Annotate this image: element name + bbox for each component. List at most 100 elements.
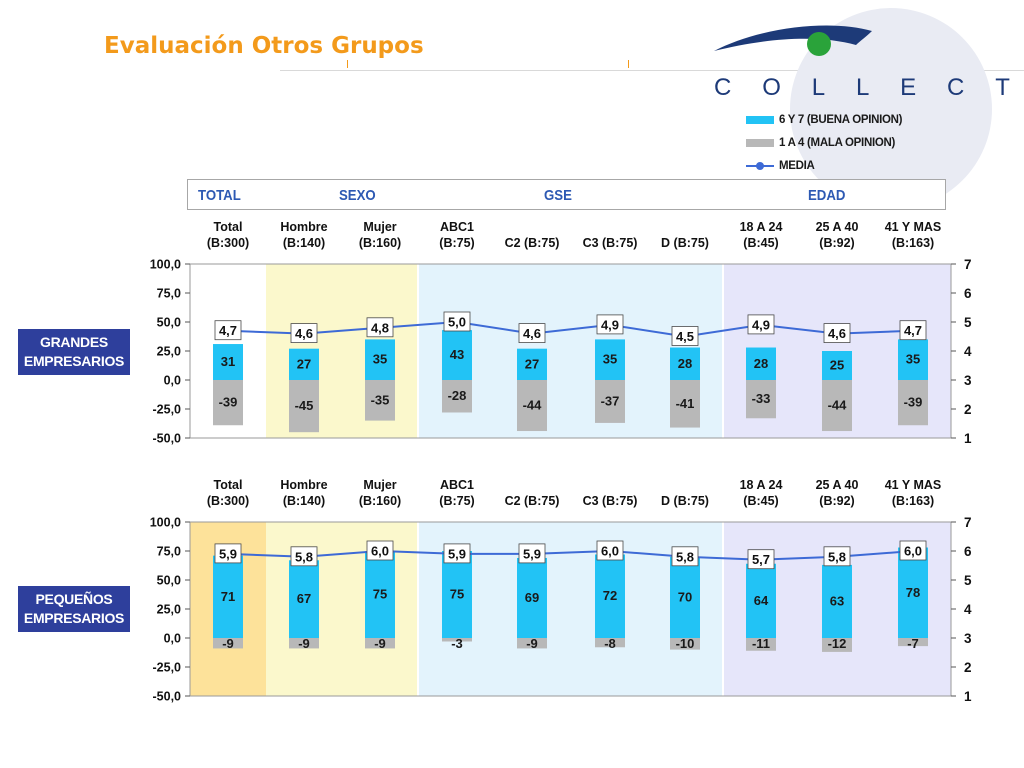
media-label: 5,8 bbox=[828, 549, 846, 564]
group-label-pequenos: PEQUEÑOS EMPRESARIOS bbox=[18, 586, 130, 632]
bar-bad bbox=[898, 638, 928, 647]
y-tick-label: 100,0 bbox=[150, 258, 181, 272]
y2-tick-label: 6 bbox=[964, 544, 972, 559]
media-label: 4,6 bbox=[828, 326, 846, 341]
media-label-box bbox=[443, 543, 471, 564]
media-label: 4,5 bbox=[676, 329, 694, 344]
y-tick-label: 50,0 bbox=[157, 574, 181, 588]
bar-good bbox=[595, 554, 625, 638]
media-label-box bbox=[747, 314, 775, 335]
category-label-line: Hombre bbox=[280, 478, 327, 492]
bar-bad bbox=[595, 380, 625, 423]
bar-good bbox=[898, 547, 928, 638]
group-label-grandes: GRANDES EMPRESARIOS bbox=[18, 329, 130, 375]
category-label-line: ABC1 bbox=[440, 478, 474, 492]
bar-bad-label: -39 bbox=[904, 395, 923, 410]
bar-bad bbox=[746, 380, 776, 419]
bar-good-label: 75 bbox=[373, 587, 387, 602]
y-tick-label: 25,0 bbox=[157, 603, 181, 617]
category-label-line: D (B:75) bbox=[661, 236, 709, 250]
bar-good-label: 70 bbox=[678, 589, 692, 604]
category-label: 18 A 24 (B:45) bbox=[740, 220, 783, 250]
y-tick-label: 75,0 bbox=[157, 287, 181, 301]
category-label-line: C2 (B:75) bbox=[505, 494, 560, 508]
category-label: Mujer (B:160) bbox=[359, 478, 401, 508]
media-label-box bbox=[518, 323, 546, 344]
media-label: 4,7 bbox=[904, 323, 922, 338]
category-label-line: C3 (B:75) bbox=[583, 236, 638, 250]
header-gse: GSE bbox=[544, 187, 572, 204]
legend-item-media: MEDIA bbox=[746, 154, 902, 177]
media-label: 5,0 bbox=[448, 315, 466, 330]
logo-letter: C bbox=[714, 74, 732, 101]
y2-tick-label: 5 bbox=[964, 315, 972, 330]
media-label-box bbox=[596, 540, 624, 561]
media-label: 5,9 bbox=[219, 546, 237, 561]
bar-good-label: 63 bbox=[830, 593, 844, 608]
bar-bad bbox=[670, 638, 700, 650]
bar-good-label: 64 bbox=[754, 593, 769, 608]
bar-good-label: 69 bbox=[525, 590, 539, 605]
bar-bad bbox=[289, 638, 319, 649]
bar-bad bbox=[898, 380, 928, 426]
y2-tick-label: 1 bbox=[964, 431, 972, 446]
bar-bad-label: -44 bbox=[523, 398, 543, 413]
logo-letter: L bbox=[855, 74, 870, 101]
y-tick-label: -25,0 bbox=[153, 403, 182, 417]
y-tick-label: -50,0 bbox=[153, 690, 182, 704]
category-label: C2 (B:75) bbox=[505, 236, 560, 250]
media-label: 4,9 bbox=[601, 317, 619, 332]
bar-bad-label: -11 bbox=[752, 636, 770, 651]
media-label: 5,8 bbox=[676, 549, 694, 564]
legend-item-good: 6 Y 7 (BUENA OPINION) bbox=[746, 108, 903, 131]
category-label: D (B:75) bbox=[661, 236, 709, 250]
bar-bad-label: -9 bbox=[298, 636, 310, 651]
bar-good bbox=[442, 551, 472, 638]
category-label: 25 A 40 (B:92) bbox=[816, 220, 859, 250]
page-title: Evaluación Otros Grupos bbox=[104, 33, 424, 59]
category-label-line: (B:163) bbox=[892, 236, 934, 250]
header-edad: EDAD bbox=[808, 187, 846, 204]
category-label-line: (B:45) bbox=[743, 236, 778, 250]
y2-tick-label: 2 bbox=[964, 660, 972, 675]
segment-header: TOTAL SEXO GSE EDAD bbox=[187, 179, 946, 210]
bar-good-label: 31 bbox=[221, 354, 235, 369]
category-label-line: (B:163) bbox=[892, 494, 934, 508]
bar-good-label: 72 bbox=[603, 588, 617, 603]
bar-good-label: 35 bbox=[906, 352, 920, 367]
bar-good bbox=[213, 344, 243, 380]
media-label-box bbox=[214, 320, 242, 341]
bar-bad bbox=[213, 380, 243, 426]
legend-line-media-icon bbox=[746, 161, 774, 171]
bar-good bbox=[365, 551, 395, 638]
y2-tick-label: 3 bbox=[964, 373, 972, 388]
media-label-box bbox=[290, 546, 318, 567]
bar-bad-label: -12 bbox=[828, 636, 847, 651]
media-label-box bbox=[823, 323, 851, 344]
category-label: 41 Y MAS (B:163) bbox=[885, 478, 942, 508]
media-label: 6,0 bbox=[601, 544, 619, 559]
category-label-line: (B:45) bbox=[743, 494, 778, 508]
bar-bad-label: -45 bbox=[295, 398, 314, 413]
category-label: 25 A 40 (B:92) bbox=[816, 478, 859, 508]
bar-good-label: 28 bbox=[754, 356, 768, 371]
bar-bad-label: -39 bbox=[219, 395, 238, 410]
divider-tick bbox=[347, 60, 348, 68]
y2-tick-label: 6 bbox=[964, 286, 972, 301]
bar-good-label: 27 bbox=[525, 356, 539, 371]
category-label-line: 25 A 40 bbox=[816, 220, 859, 234]
bar-bad bbox=[213, 638, 243, 649]
y2-tick-label: 7 bbox=[964, 515, 972, 530]
bar-good bbox=[365, 339, 395, 380]
logo-letter: C bbox=[947, 74, 965, 101]
category-label: Total (B:300) bbox=[207, 220, 249, 250]
bar-good bbox=[213, 555, 243, 638]
media-label: 5,7 bbox=[752, 552, 770, 567]
collect-logo-swoosh-icon bbox=[714, 25, 872, 56]
header-total: TOTAL bbox=[198, 187, 241, 204]
category-label-line: (B:300) bbox=[207, 236, 249, 250]
bar-good-label: 71 bbox=[221, 589, 235, 604]
bar-good bbox=[670, 347, 700, 380]
category-label-line: C3 (B:75) bbox=[583, 494, 638, 508]
